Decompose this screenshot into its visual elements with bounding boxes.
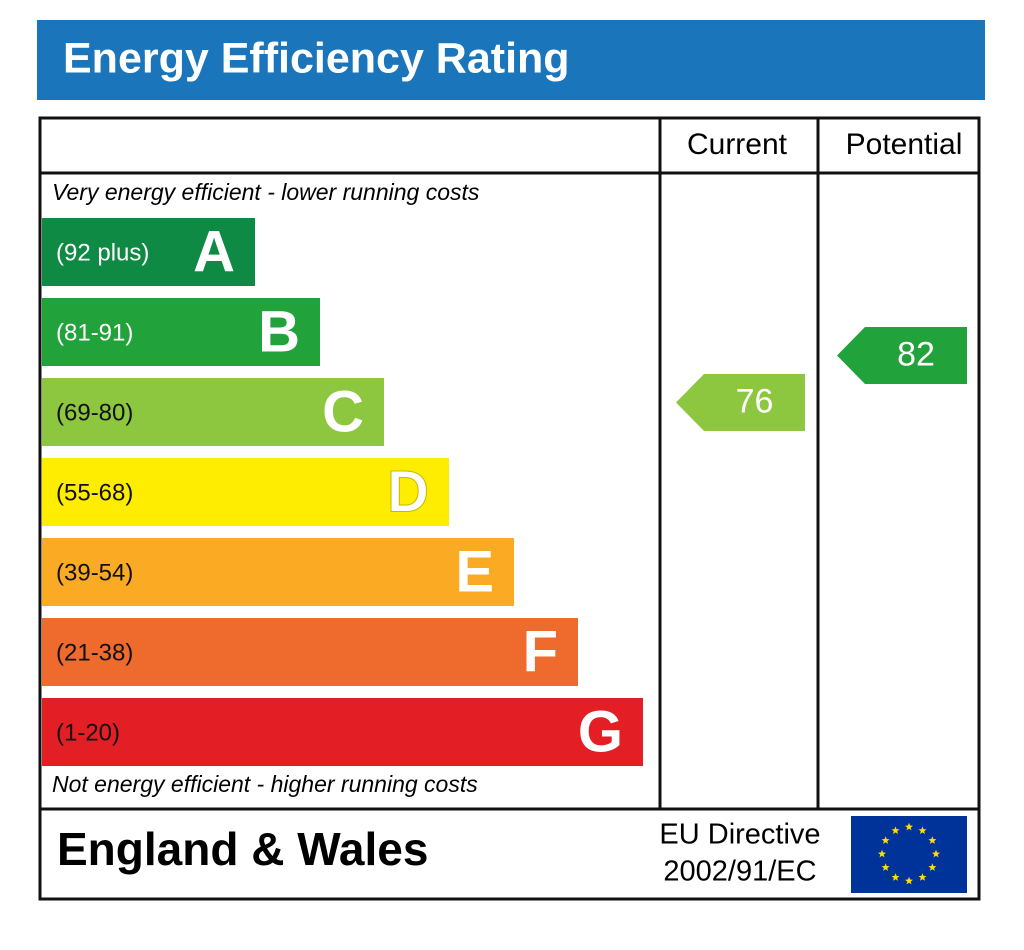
band-range: (92 plus) <box>56 239 149 266</box>
directive-line: 2002/91/EC <box>663 856 816 888</box>
band-range: (55-68) <box>56 479 133 506</box>
eu-star <box>918 826 927 834</box>
current-header: Current <box>687 128 788 161</box>
band-range: (81-91) <box>56 319 133 346</box>
title: Energy Efficiency Rating <box>63 34 570 82</box>
band-range: (69-80) <box>56 399 133 426</box>
band-range: (1-20) <box>56 719 120 746</box>
eu-star <box>891 826 900 834</box>
bottom-note: Not energy efficient - higher running co… <box>52 771 478 797</box>
band-bar <box>42 218 255 286</box>
band-letter: F <box>523 619 558 684</box>
band-letter: D <box>387 459 429 524</box>
title-bar <box>37 20 985 100</box>
band-bar <box>42 618 578 686</box>
eu-star <box>905 822 913 831</box>
rating-arrow <box>676 374 805 431</box>
region: England & Wales <box>57 823 428 875</box>
band-range: (21-38) <box>56 639 133 666</box>
eu-star <box>905 876 913 885</box>
potential-header: Potential <box>846 128 963 161</box>
eu-star <box>928 863 937 871</box>
frame <box>38 116 981 901</box>
band-bar <box>42 298 320 366</box>
rating-value: 76 <box>736 382 774 420</box>
band-bar <box>42 378 384 446</box>
band-letter: E <box>455 539 494 604</box>
eu-star <box>932 849 940 858</box>
eu-star <box>928 836 937 844</box>
band-letter: C <box>322 379 364 444</box>
eu-stars <box>878 822 940 885</box>
eu-star <box>881 863 890 871</box>
band-bar <box>42 458 449 526</box>
directive-line: EU Directive <box>659 819 820 851</box>
band-letter: B <box>258 299 300 364</box>
band-letter: A <box>193 219 235 284</box>
band-range: (39-54) <box>56 559 133 586</box>
eu-star <box>918 873 927 881</box>
eu-star <box>891 873 900 881</box>
rating-arrow <box>837 327 967 384</box>
top-note: Very energy efficient - lower running co… <box>52 179 480 205</box>
eu-star <box>881 836 890 844</box>
band-bar <box>42 698 643 766</box>
rating-value: 82 <box>897 335 935 373</box>
band-bar <box>42 538 514 606</box>
eu-star <box>878 849 886 858</box>
band-letter: G <box>578 699 623 764</box>
